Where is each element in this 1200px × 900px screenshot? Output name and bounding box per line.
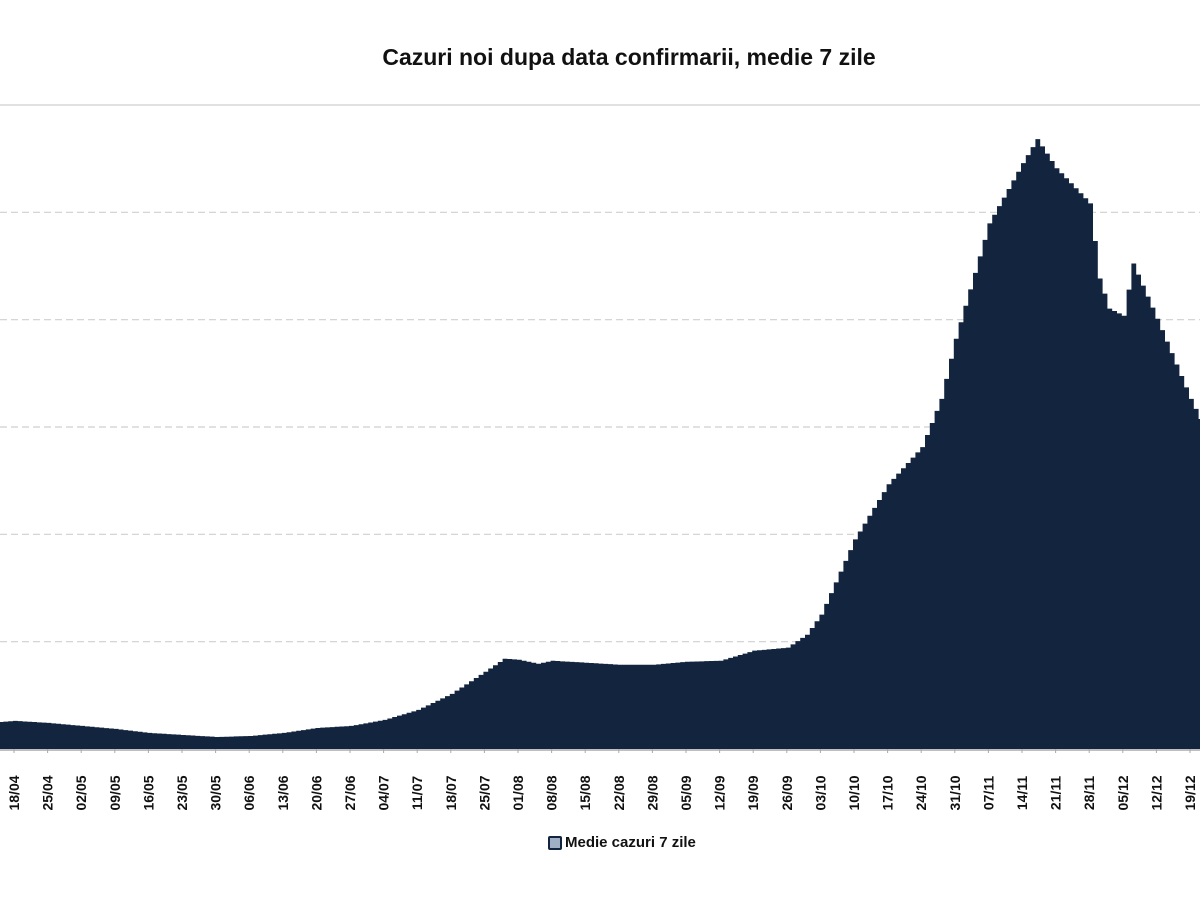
x-tick-label: 06/06 xyxy=(241,775,257,810)
x-tick-label: 19/09 xyxy=(745,775,761,810)
x-tick-label: 12/12 xyxy=(1148,775,1164,810)
legend: Medie cazuri 7 zile xyxy=(548,834,696,851)
x-tick-label: 24/10 xyxy=(913,775,929,810)
x-tick-label: 08/08 xyxy=(544,775,560,810)
x-tick-label: 09/05 xyxy=(107,775,123,810)
x-tick-label: 10/10 xyxy=(846,775,862,810)
x-tick-label: 11/07 xyxy=(409,776,425,810)
x-tick-label: 20/06 xyxy=(308,775,324,810)
x-tick-label: 18/04 xyxy=(6,775,22,810)
x-tick-label: 07/11 xyxy=(980,776,996,810)
x-tick-label: 18/07 xyxy=(443,775,459,810)
x-tick-label: 23/05 xyxy=(174,775,190,810)
x-tick-label: 30/05 xyxy=(208,775,224,810)
x-tick-label: 16/05 xyxy=(140,775,156,810)
x-tick-label: 25/04 xyxy=(40,775,56,810)
x-tick-label: 19/12 xyxy=(1182,775,1198,810)
legend-label: Medie cazuri 7 zile xyxy=(565,834,696,851)
x-tick-label: 29/08 xyxy=(644,775,660,810)
x-tick-label: 26/09 xyxy=(779,775,795,810)
x-tick-label: 22/08 xyxy=(611,775,627,810)
x-tick-label: 28/11 xyxy=(1081,776,1097,810)
x-tick-label: 12/09 xyxy=(712,775,728,810)
x-tick-label: 17/10 xyxy=(880,775,896,810)
x-tick-label: 15/08 xyxy=(577,775,593,810)
x-tick-label: 04/07 xyxy=(376,775,392,810)
x-tick-label: 21/11 xyxy=(1048,776,1064,810)
x-tick-label: 25/07 xyxy=(476,775,492,810)
series-area xyxy=(0,139,1200,749)
x-tick-label: 01/08 xyxy=(510,775,526,810)
series-area-path xyxy=(0,139,1200,749)
chart-title: Cazuri noi dupa data confirmarii, medie … xyxy=(382,44,876,70)
x-axis: 18/04 25/04 02/05 09/05 16/05 23/05 30/05 06/06… xyxy=(0,749,1200,811)
x-tick-label: 05/12 xyxy=(1115,775,1131,810)
x-tick-label: 13/06 xyxy=(275,775,291,810)
legend-swatch xyxy=(548,835,562,850)
x-tick-label: 05/09 xyxy=(678,775,694,810)
x-tick-label: 14/11 xyxy=(1014,776,1030,810)
x-tick-label: 02/05 xyxy=(73,775,89,810)
x-tick-label: 31/10 xyxy=(947,775,963,810)
gridlines xyxy=(0,104,1200,643)
x-tick-label: 03/10 xyxy=(812,775,828,810)
x-tick-label: 27/06 xyxy=(342,775,358,810)
